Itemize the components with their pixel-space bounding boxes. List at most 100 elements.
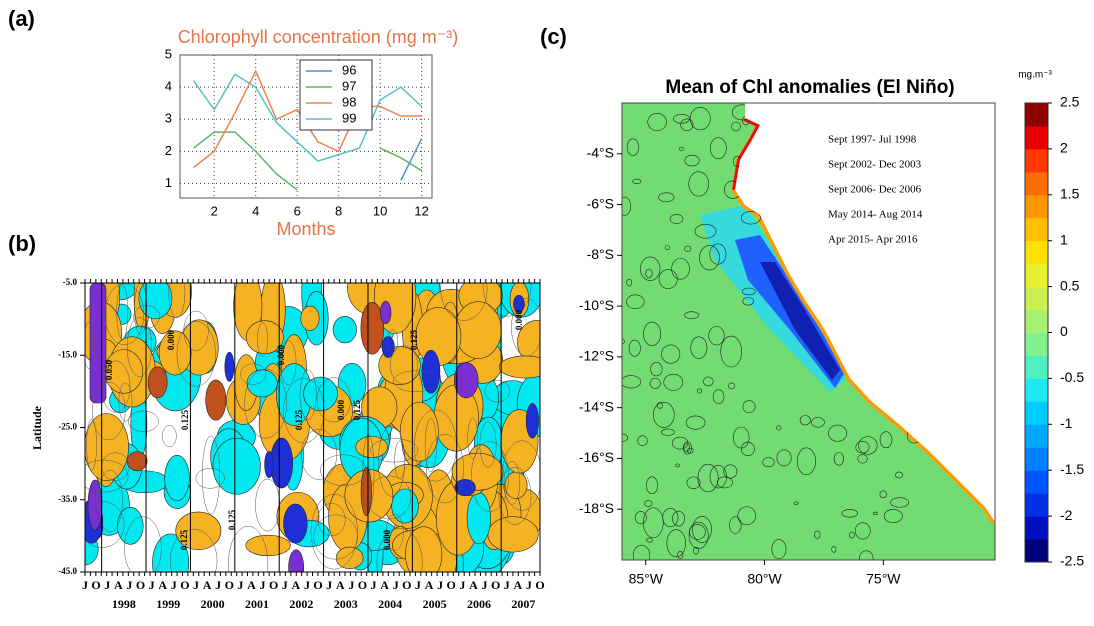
colorbar-tick-label: -1.5 [1060, 461, 1084, 477]
year-label: 1998 [112, 597, 136, 611]
contour-blob [158, 330, 192, 376]
contour-line [859, 550, 874, 560]
colorbar-bin [1025, 516, 1048, 540]
y-tick-label: -14°S [579, 398, 614, 414]
y-axis-label: Latitude [30, 405, 44, 450]
contour-line [647, 113, 667, 131]
month-label: A [425, 578, 434, 592]
colorbar-bin [1025, 332, 1048, 356]
month-label: J [149, 578, 155, 592]
contour-blob [245, 534, 291, 557]
contour-line [731, 121, 741, 132]
contour-line [646, 537, 653, 543]
contour-line [684, 311, 699, 320]
contour-line [675, 463, 680, 468]
year-label: 2007 [511, 597, 535, 611]
period-annotation: May 2014- Aug 2014 [828, 209, 923, 221]
x-tick-label: 12 [414, 203, 428, 218]
contour-line [320, 454, 367, 486]
month-label: J [437, 578, 443, 592]
contour-line [195, 468, 225, 489]
contour-blob [487, 516, 539, 553]
contour-line [133, 305, 160, 329]
year-label: 2003 [334, 597, 358, 611]
contour-line [176, 321, 216, 387]
month-label: O [180, 578, 189, 592]
contour-line [693, 546, 699, 555]
legend-label: 99 [342, 110, 356, 125]
contour-label: 0.000 [382, 529, 392, 550]
contour-line [742, 287, 756, 296]
colorbar-bin [1025, 378, 1048, 402]
month-label: J [304, 578, 310, 592]
contour-blob [415, 307, 462, 367]
contour-line [626, 294, 645, 310]
contour-line [628, 339, 641, 357]
x-tick-label: 85°W [629, 571, 664, 587]
contour-blob [525, 403, 539, 439]
contour-line [498, 467, 532, 525]
contour-blob [379, 300, 392, 325]
colorbar-tick-label: -1 [1060, 415, 1073, 431]
y-tick-label: 5 [165, 46, 172, 61]
contour-line [857, 454, 868, 464]
year-label: 2004 [378, 597, 402, 611]
month-label: O [269, 578, 278, 592]
month-label: J [415, 578, 421, 592]
contour-line [426, 434, 464, 504]
contour-line [467, 417, 479, 459]
contour-line [169, 529, 218, 572]
contour-line [283, 377, 325, 444]
contour-blob [360, 467, 372, 516]
contour-line [501, 440, 540, 511]
contour-line [279, 340, 297, 386]
contour-line [858, 436, 878, 455]
contour-line [671, 258, 690, 280]
y-tick-label: -8°S [587, 246, 614, 262]
contour-line [708, 326, 725, 346]
contour-line [716, 476, 733, 489]
contour-label: 0.000 [514, 309, 524, 330]
month-label: A [469, 578, 478, 592]
colorbar-bin [1025, 217, 1048, 242]
contour-line [643, 321, 662, 347]
contour-line [890, 497, 910, 508]
colorbar-bin [1025, 447, 1048, 471]
contour-label: 0.125 [227, 509, 237, 530]
contour-line [737, 506, 757, 526]
contour-layer: 0.050 0.000 0.125 0.000 0.125 0.125 0.000 0.125… [85, 283, 540, 572]
contour-blob [246, 369, 278, 398]
contour-line [424, 418, 437, 472]
contour-line [672, 510, 685, 527]
month-label: J [260, 578, 266, 592]
contour-line [640, 256, 661, 281]
contour-line [841, 509, 858, 518]
month-label: A [203, 578, 212, 592]
contour-label: 0.125 [179, 529, 189, 550]
month-label: A [114, 578, 123, 592]
contour-line [682, 441, 692, 455]
colorbar-bin [1025, 470, 1048, 494]
contour-blob [335, 546, 364, 569]
contour-line [688, 521, 709, 549]
contour-line [376, 527, 423, 572]
contour-line [709, 137, 727, 160]
y-tick-label: -18°S [579, 500, 614, 516]
contour-line [854, 522, 871, 540]
month-label: O [402, 578, 411, 592]
contour-line [440, 283, 488, 321]
land [735, 103, 995, 522]
contour-line [740, 441, 755, 456]
contour-label: 0.000 [336, 399, 346, 420]
contour-line [686, 447, 694, 454]
month-label: O [535, 578, 544, 592]
y-tick-label: -10°S [579, 297, 614, 313]
contour-label: 0.125 [294, 409, 304, 430]
contour-blob [212, 437, 261, 495]
contour-line [128, 410, 159, 432]
year-label: 2002 [289, 597, 313, 611]
contour-line [255, 478, 281, 532]
month-label: J [82, 578, 88, 592]
x-tick-label: 4 [252, 203, 259, 218]
map-frame [621, 102, 996, 561]
